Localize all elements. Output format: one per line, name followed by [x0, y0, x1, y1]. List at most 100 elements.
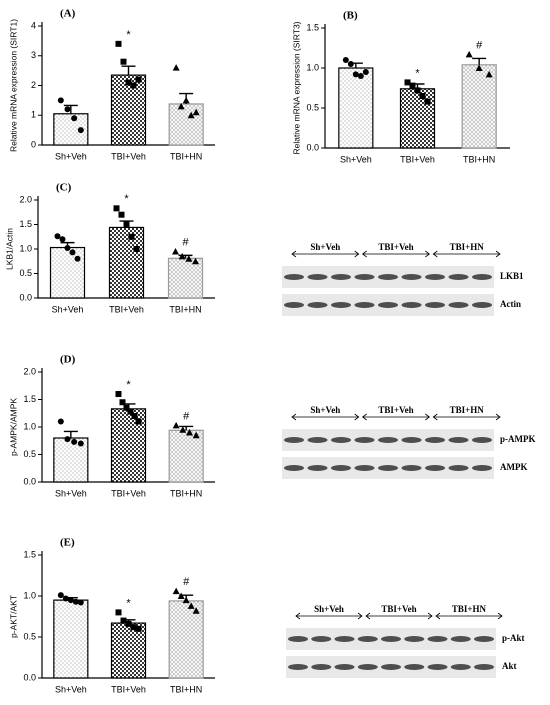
group-label: TBI+Veh — [378, 405, 413, 415]
data-point — [185, 255, 193, 262]
blot-band — [311, 664, 332, 670]
blot-band — [474, 664, 494, 670]
data-point — [179, 426, 187, 433]
blot-band — [311, 636, 332, 642]
y-tick-label: 0.0 — [23, 672, 36, 682]
x-tick-label: TBI+HN — [169, 304, 201, 314]
data-point — [118, 211, 125, 218]
blot-band — [288, 664, 308, 670]
data-point — [130, 82, 137, 89]
y-tick-label: 0 — [31, 139, 36, 149]
x-tick-label: Sh+Veh — [340, 154, 372, 164]
group-label: Sh+Veh — [310, 405, 340, 415]
data-point — [485, 70, 493, 78]
data-point — [419, 93, 426, 99]
data-point — [127, 408, 134, 415]
y-tick-label: 1 — [31, 110, 36, 120]
data-point — [135, 76, 142, 83]
panel-label: (A) — [60, 8, 76, 20]
data-point — [182, 96, 190, 104]
y-tick-label: 0.5 — [23, 449, 36, 459]
data-point — [69, 249, 76, 256]
data-point — [192, 108, 200, 116]
data-point — [187, 111, 195, 119]
significance-mark: # — [183, 410, 190, 422]
y-tick-label: 1.5 — [23, 394, 36, 404]
blot-band — [378, 274, 398, 280]
blot-band — [425, 274, 445, 280]
y-axis-label: p-AKT/AKT — [8, 595, 18, 638]
data-point — [123, 404, 130, 411]
blot-band — [448, 437, 469, 443]
data-point — [123, 221, 130, 228]
blot-band — [472, 437, 492, 443]
blot-band — [354, 274, 375, 280]
x-tick-label: TBI+Veh — [111, 488, 146, 498]
significance-mark: # — [476, 39, 483, 51]
blot-band — [474, 636, 494, 642]
error-bar — [63, 104, 78, 114]
blot-band — [334, 664, 355, 670]
group-arrow — [291, 413, 360, 421]
significance-mark: * — [124, 193, 129, 205]
bar — [461, 64, 497, 149]
group-label: TBI+Veh — [378, 242, 413, 252]
data-point — [172, 247, 179, 255]
bar — [110, 74, 147, 146]
band-label: AMPK — [500, 462, 528, 472]
error-bar — [472, 57, 487, 65]
blot-band — [401, 274, 422, 280]
blot-band — [401, 302, 422, 308]
group-arrow — [362, 413, 430, 421]
data-point — [115, 391, 122, 397]
data-point — [172, 421, 180, 429]
data-point — [186, 429, 193, 436]
data-point — [135, 625, 142, 632]
band-label: LKB1 — [500, 271, 524, 281]
significance-mark: * — [126, 379, 131, 391]
data-point — [54, 233, 61, 240]
data-point — [125, 79, 132, 86]
blot-band — [284, 437, 304, 443]
blot-band — [381, 664, 401, 670]
data-point — [192, 431, 200, 439]
y-tick-label: 1.0 — [23, 590, 36, 600]
y-tick-label: 1.5 — [23, 549, 36, 559]
data-point — [347, 61, 354, 67]
panel-label: (E) — [60, 537, 75, 549]
significance-mark: * — [415, 67, 420, 79]
data-point — [187, 602, 195, 609]
blot-band — [334, 636, 355, 642]
blot-band — [288, 636, 308, 642]
data-point — [172, 64, 180, 71]
group-arrow — [365, 612, 433, 620]
data-point — [404, 79, 411, 86]
blot-band — [448, 274, 469, 280]
band-label: p-AMPK — [500, 434, 536, 444]
significance-mark: # — [183, 576, 190, 588]
bar — [110, 622, 147, 679]
y-tick-label: 3 — [31, 50, 36, 60]
blot-band — [331, 465, 351, 471]
y-tick-label: 1.5 — [306, 22, 319, 32]
x-tick-label: TBI+HN — [463, 154, 495, 164]
band-label: Akt — [502, 661, 517, 671]
y-tick-label: 0.0 — [306, 142, 319, 152]
data-point — [115, 609, 122, 616]
bar — [49, 246, 86, 299]
error-bar — [121, 65, 136, 76]
data-point — [57, 418, 64, 425]
group-arrow — [432, 413, 501, 421]
y-tick-label: 2 — [31, 80, 36, 90]
blot-band — [357, 664, 378, 670]
blot-band — [450, 664, 471, 670]
blot-band — [401, 465, 422, 471]
blot-band — [401, 437, 422, 443]
bar — [168, 103, 204, 146]
data-point — [352, 71, 359, 78]
y-axis-label: LKB1/Actin — [4, 228, 14, 270]
blot-band — [354, 302, 375, 308]
data-point — [57, 592, 64, 599]
y-axis-label: Relative mRNA expression (SIRT3) — [291, 21, 301, 154]
